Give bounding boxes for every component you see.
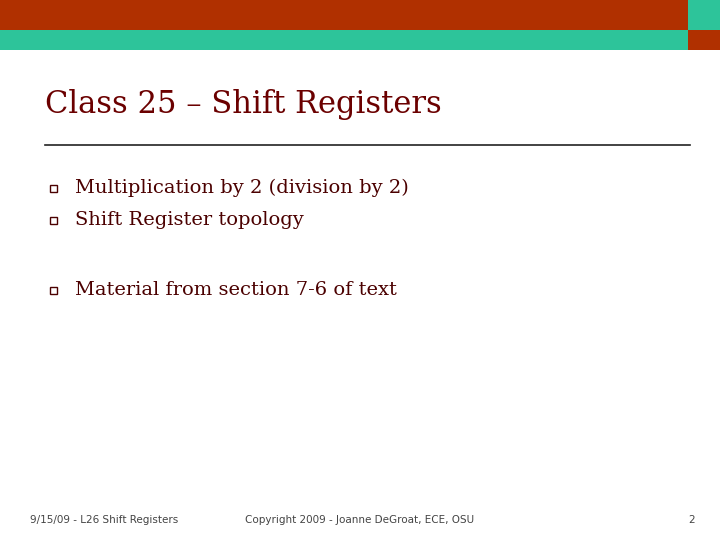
- Bar: [0, 30, 688, 50]
- Text: Copyright 2009 - Joanne DeGroat, ECE, OSU: Copyright 2009 - Joanne DeGroat, ECE, OS…: [246, 515, 474, 525]
- Text: Material from section 7-6 of text: Material from section 7-6 of text: [75, 281, 397, 299]
- Text: 9/15/09 - L26 Shift Registers: 9/15/09 - L26 Shift Registers: [30, 515, 179, 525]
- Bar: [50, 185, 57, 192]
- Bar: [688, 0, 720, 30]
- Text: Shift Register topology: Shift Register topology: [75, 211, 304, 229]
- Bar: [0, 0, 688, 30]
- Bar: [688, 30, 720, 50]
- Bar: [50, 217, 57, 224]
- Bar: [50, 287, 57, 294]
- Text: 2: 2: [688, 515, 695, 525]
- Text: Multiplication by 2 (division by 2): Multiplication by 2 (division by 2): [75, 179, 409, 197]
- Text: Class 25 – Shift Registers: Class 25 – Shift Registers: [45, 90, 442, 120]
